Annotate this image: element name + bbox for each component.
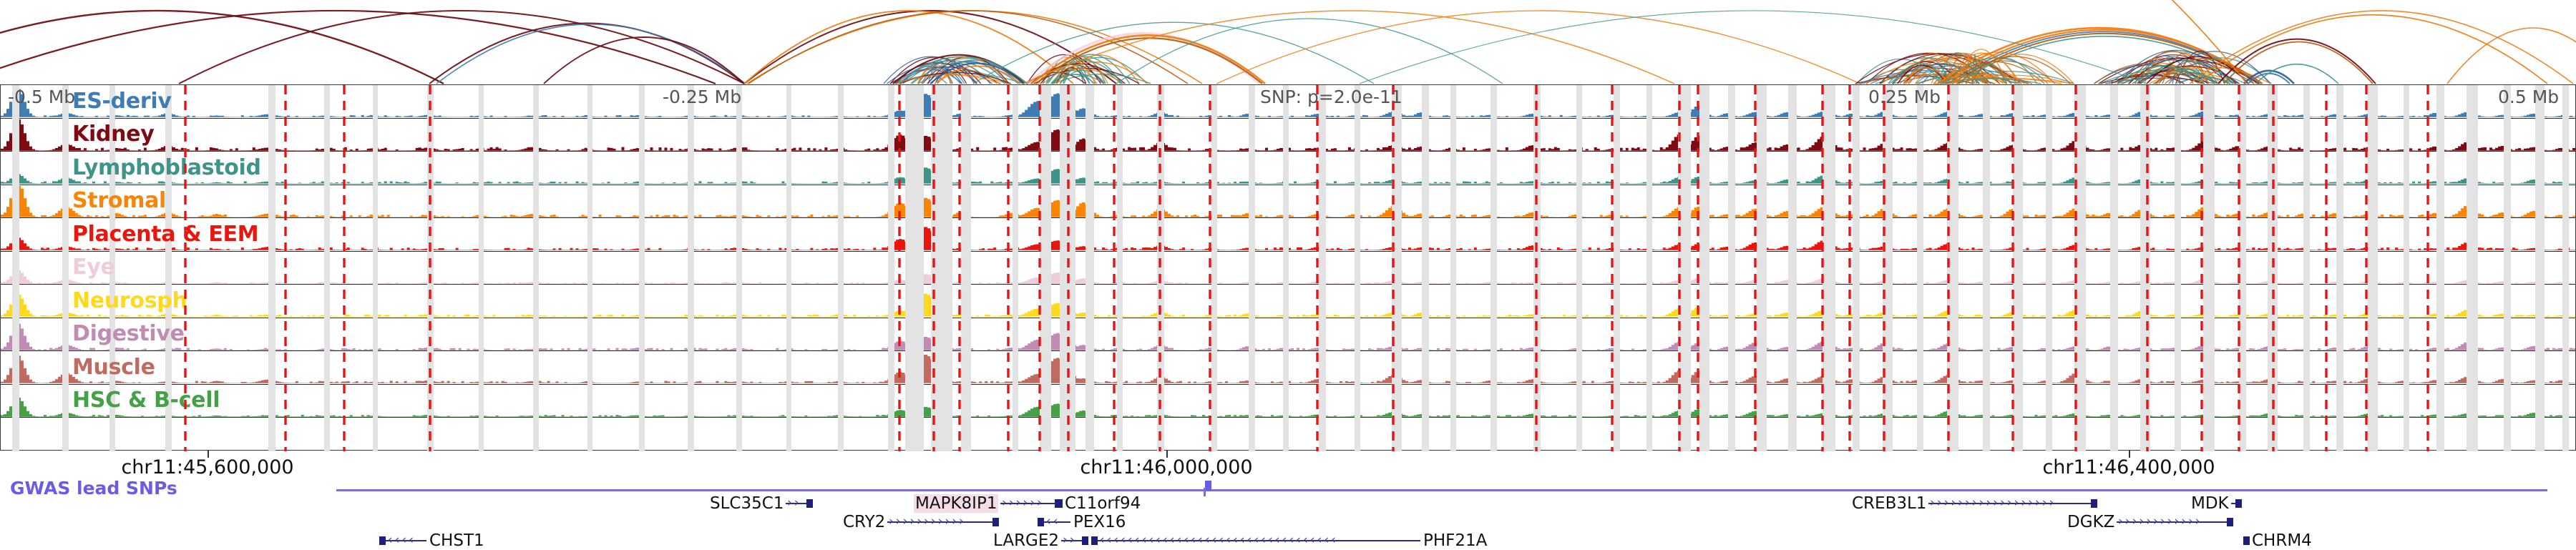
track-label-hsc-bcell: HSC & B-cell: [72, 388, 220, 413]
gene-exon-phf21a: [1091, 536, 1098, 545]
chromatin-interaction-arc-panel: [0, 0, 2576, 84]
gene-annotation-panel: ‹‹‹‹‹CHST1››SLC35C1›››››››››››CRY2››››››…: [0, 493, 2576, 536]
track-signal-hsc-bcell: [1, 385, 2575, 418]
gene-exon-large2: [1082, 536, 1088, 545]
gene-label-creb3l1[interactable]: CREB3L1: [1852, 494, 1926, 513]
arc-svg: [0, 0, 2576, 84]
gwas-lead-snp-marker[interactable]: [1205, 481, 1211, 491]
gene-label-dgkz[interactable]: DGKZ: [2067, 513, 2114, 531]
track-signal-stromal: [1, 185, 2575, 218]
coord-label-2: chr11:46,000,000: [1080, 456, 1252, 478]
track-label-muscle: Muscle: [72, 355, 155, 380]
coord-label-3: chr11:46,400,000: [2042, 456, 2215, 478]
gene-exon-cry2: [992, 518, 999, 526]
gene-exon-chst1: [379, 536, 386, 545]
track-label-kidney: Kidney: [72, 122, 154, 147]
ruler-tick-minus-0-5mb: -0.5 Mb: [8, 87, 75, 107]
track-signal-muscle: [1, 351, 2575, 384]
track-kidney[interactable]: Kidney: [1, 119, 2575, 152]
gene-exon-creb3l1: [2091, 499, 2097, 508]
track-label-es-deriv: ES-deriv: [72, 89, 172, 114]
gene-exon-c11orf94: [1056, 499, 1063, 508]
signal-track-stack: ES-deriv -0.5 Mb -0.25 Mb SNP: p=2.0e-11…: [0, 84, 2576, 451]
track-label-digestive: Digestive: [72, 321, 185, 346]
gene-exon-mdk: [2235, 499, 2242, 508]
track-label-neurosph: Neurosph: [72, 288, 187, 313]
gene-exon-dgkz: [2227, 518, 2233, 526]
gene-strand-arrows-dgkz: ››››››››››››: [2118, 514, 2234, 529]
track-label-lymphoblastoid: Lymphoblastoid: [72, 155, 261, 180]
gene-label-mapk8ip1[interactable]: MAPK8IP1: [914, 494, 998, 513]
track-lymphoblastoid[interactable]: Lymphoblastoid: [1, 152, 2575, 185]
gene-label-phf21a[interactable]: PHF21A: [1423, 531, 1487, 550]
track-signal-eye: [1, 252, 2575, 285]
gene-label-c11orf94[interactable]: C11orf94: [1065, 494, 1141, 513]
snp-pvalue-annotation: SNP: p=2.0e-11: [1260, 87, 1402, 107]
gene-label-mdk[interactable]: MDK: [2191, 494, 2229, 513]
track-label-placenta-eem: Placenta & EEM: [72, 222, 258, 247]
track-stromal[interactable]: Stromal: [1, 185, 2575, 219]
ruler-tick-minus-0-25mb: -0.25 Mb: [663, 87, 741, 107]
gene-label-pex16[interactable]: PEX16: [1073, 513, 1126, 531]
gene-label-slc35c1[interactable]: SLC35C1: [710, 494, 784, 513]
track-placenta-eem[interactable]: Placenta & EEM: [1, 218, 2575, 252]
track-label-eye: Eye: [72, 255, 115, 280]
gene-exon-chrm4: [2243, 536, 2250, 545]
track-signal-kidney: [1, 119, 2575, 152]
ruler-tick-plus-0-25mb: 0.25 Mb: [1868, 87, 1941, 107]
gene-label-cry2[interactable]: CRY2: [843, 513, 885, 531]
gene-exon-pex16: [1038, 518, 1044, 526]
track-hsc-bcell[interactable]: HSC & B-cell: [1, 385, 2575, 418]
gene-label-chrm4[interactable]: CHRM4: [2252, 531, 2312, 550]
gene-strand-arrows-creb3l1: ››››››››››››››››››: [1930, 496, 2098, 510]
ruler-tick-plus-0-5mb: 0.5 Mb: [2498, 87, 2559, 107]
gene-strand-arrows-chst1: ‹‹‹‹‹: [381, 533, 428, 547]
gene-strand-arrows-phf21a: ‹‹‹‹‹‹‹‹‹‹‹‹‹‹‹‹‹‹‹‹‹‹‹‹‹‹‹‹‹‹‹‹‹‹‹: [1093, 533, 1422, 547]
gene-label-large2[interactable]: LARGE2: [993, 531, 1059, 550]
track-signal-lymphoblastoid: [1, 152, 2575, 185]
track-muscle[interactable]: Muscle: [1, 351, 2575, 385]
track-es-deriv[interactable]: ES-deriv -0.5 Mb -0.25 Mb SNP: p=2.0e-11…: [1, 85, 2575, 119]
gene-exon-slc35c1: [806, 499, 813, 508]
gene-label-chst1[interactable]: CHST1: [429, 531, 484, 550]
track-signal-digestive: [1, 318, 2575, 351]
track-signal-neurosph: [1, 285, 2575, 318]
track-label-stromal: Stromal: [72, 188, 166, 213]
gene-strand-arrows-cry2: ›››››››››››: [889, 514, 1000, 529]
track-neurosph[interactable]: Neurosph: [1, 285, 2575, 318]
gwas-baseline: [336, 489, 2547, 491]
coord-label-1: chr11:45,600,000: [121, 456, 293, 478]
track-signal-placenta-eem: [1, 218, 2575, 251]
track-digestive[interactable]: Digestive: [1, 318, 2575, 352]
track-eye[interactable]: Eye: [1, 252, 2575, 285]
